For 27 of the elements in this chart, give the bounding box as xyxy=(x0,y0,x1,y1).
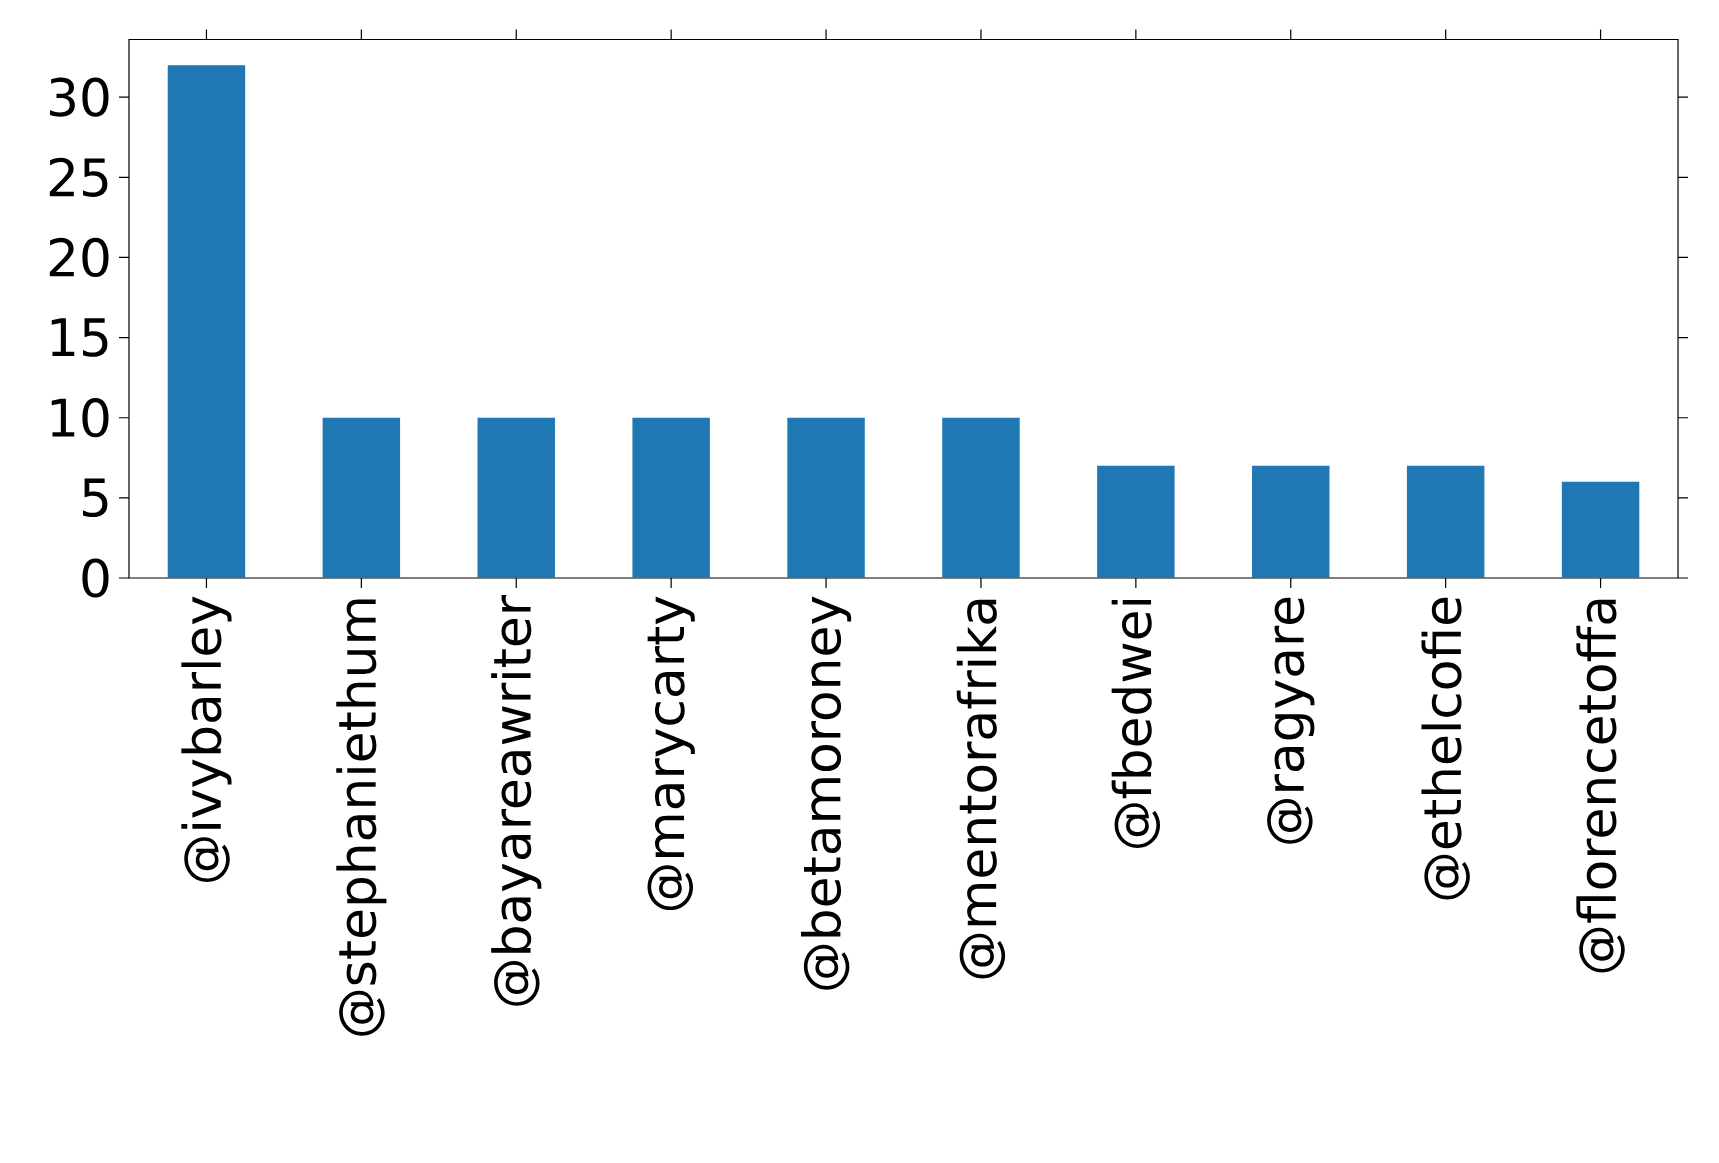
bar xyxy=(942,417,1020,578)
x-tick-label: @marycarty xyxy=(647,596,695,911)
bar xyxy=(477,417,555,578)
x-tick-label: @betamoroney xyxy=(800,596,852,990)
bar xyxy=(632,417,710,578)
x-tick-label: @florencetoffa xyxy=(1576,599,1625,973)
bar xyxy=(787,417,865,578)
y-tick-label: 25 xyxy=(49,157,108,197)
y-tick-label: 15 xyxy=(51,318,108,357)
y-tick-label: 5 xyxy=(83,478,108,518)
x-tick-label: @ivybarley xyxy=(181,596,232,883)
y-tick-label: 20 xyxy=(49,237,109,278)
bar xyxy=(1097,465,1175,578)
y-tick-label: 10 xyxy=(51,398,109,438)
x-tick-label: @stephaniethum xyxy=(336,599,387,1036)
x-tick-label: @fbedwei xyxy=(1111,599,1161,848)
bar xyxy=(1252,465,1330,578)
bar xyxy=(1561,481,1640,578)
x-tick-label: @mentorafrika xyxy=(956,599,1006,979)
y-tick-label: 30 xyxy=(49,77,109,117)
x-tick-label: @bayareawriter xyxy=(491,594,542,1006)
bar xyxy=(322,417,401,578)
bar xyxy=(167,65,246,578)
x-tick-label: @ethelcofie xyxy=(1421,597,1470,900)
y-tick-label: 0 xyxy=(82,558,109,598)
x-tick-label: @ragyare xyxy=(1267,597,1315,844)
bar xyxy=(1406,465,1485,578)
